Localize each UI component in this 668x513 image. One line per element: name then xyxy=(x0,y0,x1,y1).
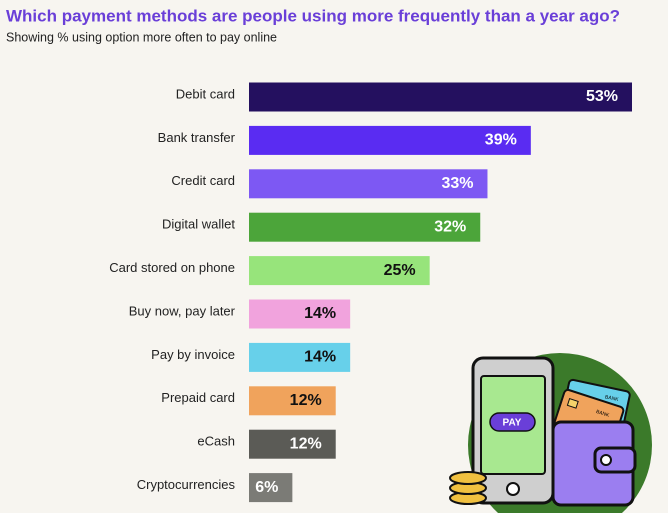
category-label: Pay by invoice xyxy=(151,347,235,362)
coin xyxy=(449,471,487,485)
card-text: BANK xyxy=(604,394,619,403)
value-label: 14% xyxy=(304,305,336,322)
bar xyxy=(249,473,293,503)
category-label: Buy now, pay later xyxy=(129,303,236,318)
card-text: BANK xyxy=(595,409,610,419)
value-label: 6% xyxy=(255,479,278,496)
category-label: Digital wallet xyxy=(162,217,235,232)
value-label: 33% xyxy=(441,175,473,192)
category-label: Cryptocurrencies xyxy=(137,477,236,492)
category-label: Card stored on phone xyxy=(109,260,235,275)
bar xyxy=(249,386,336,416)
category-label: Debit card xyxy=(176,86,235,101)
bar xyxy=(249,82,632,112)
category-label: Prepaid card xyxy=(161,390,235,405)
value-label: 25% xyxy=(384,262,416,279)
value-label: 14% xyxy=(304,349,336,366)
value-label: 32% xyxy=(434,218,466,235)
bar xyxy=(249,256,430,286)
category-label: eCash xyxy=(197,434,235,449)
bar xyxy=(249,342,351,372)
chart-title: Which payment methods are people using m… xyxy=(6,6,620,25)
bar xyxy=(249,212,481,242)
bar xyxy=(249,125,531,155)
value-label: 12% xyxy=(290,435,322,452)
value-label: 53% xyxy=(586,88,618,105)
category-label: Bank transfer xyxy=(158,130,236,145)
wallet-button xyxy=(600,454,612,466)
wallet-clasp xyxy=(593,446,637,474)
bar xyxy=(249,169,488,199)
chart-subtitle: Showing % using option more often to pay… xyxy=(6,30,277,44)
bar xyxy=(249,299,351,329)
illustration: PAY BANK BANK xyxy=(449,353,652,513)
value-label: 12% xyxy=(290,392,322,409)
phone-button xyxy=(506,482,520,496)
card-chip xyxy=(566,398,579,409)
category-label: Credit card xyxy=(171,173,235,188)
pay-text: PAY xyxy=(503,418,522,429)
pay-button xyxy=(489,412,536,432)
value-label: 39% xyxy=(485,132,517,149)
bar xyxy=(249,429,336,459)
